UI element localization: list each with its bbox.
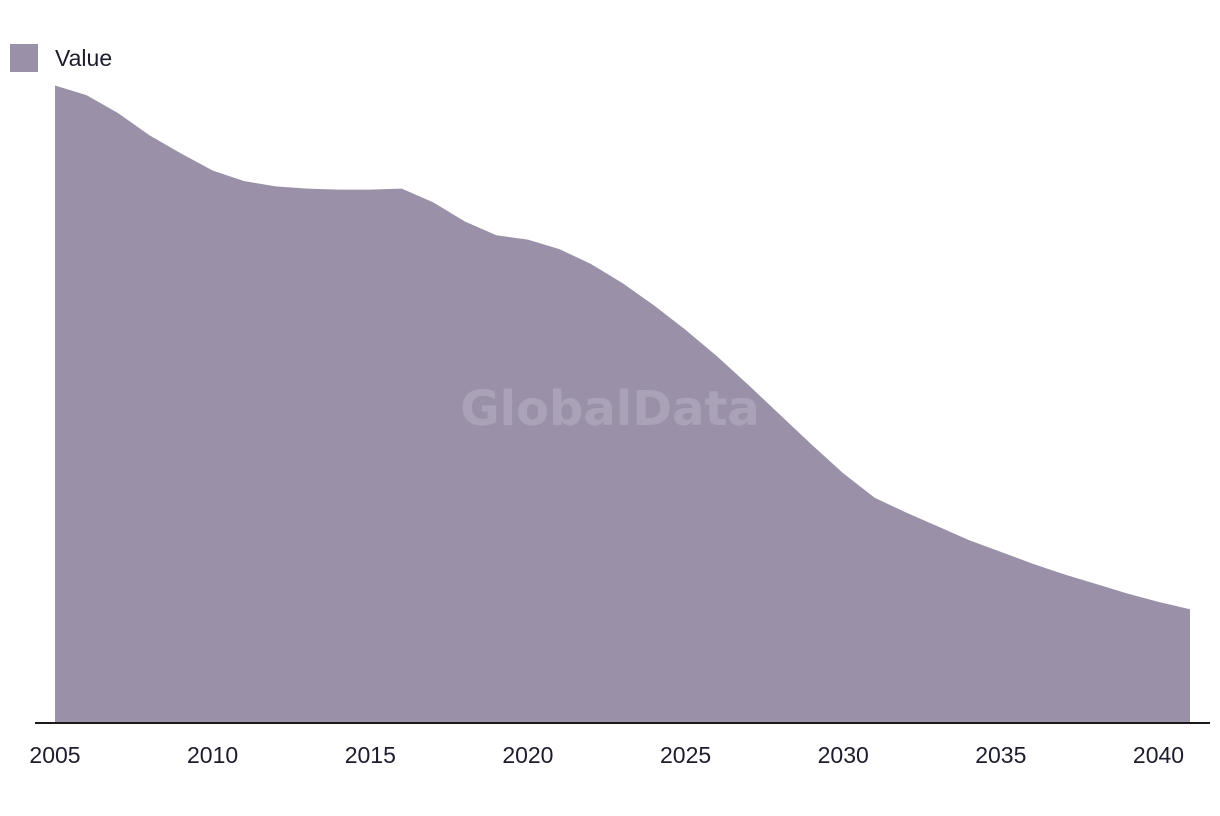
x-tick-label-2005: 2005	[29, 742, 80, 768]
area-layer	[55, 85, 1190, 723]
x-tick-label-2030: 2030	[818, 742, 869, 768]
legend-swatch-value	[10, 44, 38, 72]
x-tick-label-2015: 2015	[345, 742, 396, 768]
x-tick-label-2020: 2020	[502, 742, 553, 768]
chart-legend: Value	[10, 44, 112, 72]
x-axis-ticks: 2005 2010 2015 2020 2025 2030 2035 2040	[29, 742, 1184, 768]
x-tick-label-2035: 2035	[975, 742, 1026, 768]
x-tick-label-2040: 2040	[1133, 742, 1184, 768]
x-tick-label-2025: 2025	[660, 742, 711, 768]
legend-label-value: Value	[55, 44, 113, 71]
watermark-text: GlobalData	[460, 381, 760, 437]
x-tick-label-2010: 2010	[187, 742, 238, 768]
series-area-value	[55, 85, 1190, 723]
